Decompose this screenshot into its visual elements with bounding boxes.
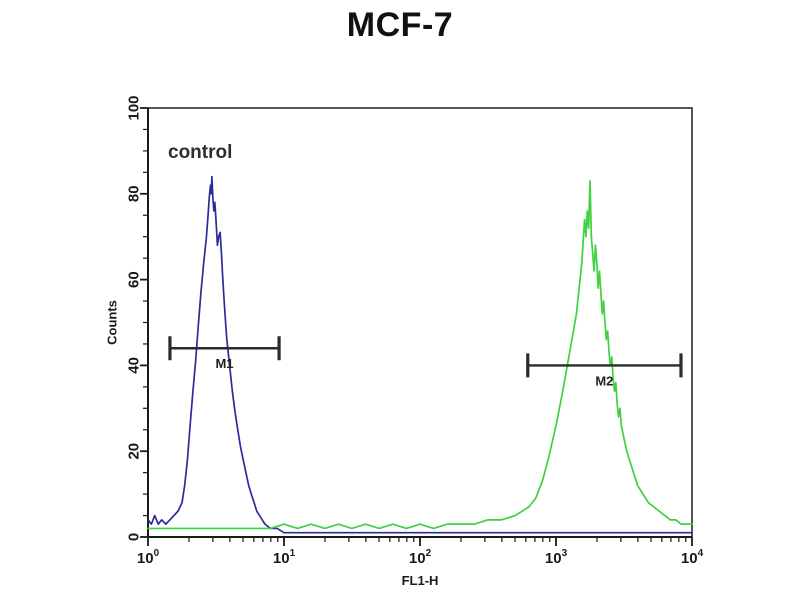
control-series-label: control: [168, 142, 232, 163]
gate-label-M2: M2: [595, 373, 613, 388]
trace-control: [147, 175, 693, 534]
y-tick-label: 80: [126, 185, 143, 202]
gate-label-M1: M1: [215, 356, 233, 371]
y-tick-label: 60: [126, 271, 143, 288]
trace-treated: [147, 180, 693, 530]
y-tick-label: 0: [126, 533, 143, 541]
y-tick-label: 40: [126, 357, 143, 374]
plot-frame: [147, 107, 693, 538]
x-tick-label: 100: [137, 548, 160, 567]
x-tick-label: 103: [545, 548, 568, 567]
x-tick-label: 101: [273, 548, 296, 567]
page-title: MCF-7: [346, 6, 454, 44]
x-axis-title: FL1-H: [402, 573, 439, 588]
y-tick-label: 100: [126, 95, 143, 120]
x-tick-label: 104: [681, 548, 704, 567]
y-tick-label: 20: [126, 443, 143, 460]
x-tick-label: 102: [409, 548, 432, 567]
y-axis-title: Counts: [105, 300, 120, 345]
